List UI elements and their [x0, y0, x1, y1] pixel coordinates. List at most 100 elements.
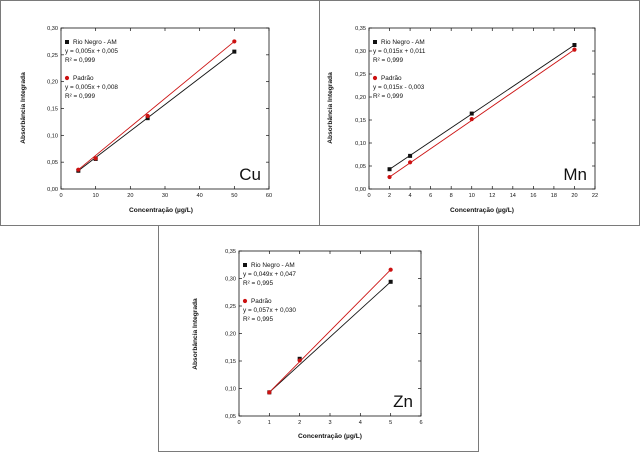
legend-series-name: Padrão	[73, 75, 94, 82]
legend-r2: R² = 0,999	[65, 57, 95, 64]
data-point-square	[387, 167, 392, 172]
legend-series-name: Rio Negro - AM	[381, 39, 425, 46]
x-tick-label: 60	[266, 193, 272, 199]
data-point-circle	[387, 174, 392, 180]
legend-equation: y = 0,057x + 0,030	[243, 307, 296, 314]
fit-line	[78, 41, 235, 171]
x-tick-label: 4	[359, 420, 362, 426]
x-tick-label: 20	[127, 193, 133, 199]
chart-panel-mn: 0 2 4 6 8 10 12 14 16 18 20 22 0,00 0,05 0,10 0,15 0,20 0…	[319, 0, 640, 226]
y-tick-label: 0,10	[225, 387, 236, 393]
x-tick-label: 5	[389, 420, 392, 426]
fit-line	[269, 269, 391, 393]
fit-line	[269, 281, 391, 393]
y-axis-title: Absorbância Integrada	[20, 72, 27, 144]
data-point-circle	[76, 167, 81, 172]
data-point-square	[572, 43, 577, 48]
fit-line	[389, 44, 575, 170]
y-tick-label: 0,25	[355, 72, 366, 78]
x-tick-label: 1	[268, 420, 271, 426]
legend-equation: y = 0,015x + 0,011	[373, 48, 426, 55]
y-tick-label: 0,05	[355, 164, 366, 170]
x-tick-label: 8	[450, 193, 453, 199]
x-tick-label: 40	[197, 193, 203, 199]
data-point-circle	[232, 39, 237, 44]
y-tick-label: 0,15	[225, 359, 236, 365]
legend-equation: y = 0,049x + 0,047	[243, 271, 296, 278]
x-tick-label: 4	[409, 193, 412, 199]
legend-series-name: Rio Negro - AM	[73, 39, 117, 46]
y-tick-label: 0,35	[355, 26, 366, 32]
y-tick-label: 0,30	[47, 26, 58, 32]
data-point-square	[469, 111, 474, 116]
chart-panel-cu: 0 10 20 30 40 50 60 0,00 0,05 0,10 0,15 0,20 0,25 0,3…	[0, 0, 320, 226]
y-tick-label: 0,35	[225, 249, 236, 255]
x-tick-label: 10	[469, 193, 475, 199]
legend-square-marker	[243, 263, 247, 267]
data-point-square	[145, 116, 150, 121]
legend-equation: y = 0,005x + 0,005	[65, 48, 118, 55]
legend-square-marker	[373, 40, 377, 44]
chart-panel-zn: 0 1 2 3 4 5 6 0,05 0,10 0,15 0,20 0,25 0,30 0,35 Conce…	[158, 225, 479, 452]
legend-r2: R² = 0,995	[243, 280, 273, 287]
x-tick-label: 2	[388, 193, 391, 199]
x-tick-label: 30	[162, 193, 168, 199]
legend-circle-marker	[242, 298, 248, 304]
data-point-circle	[297, 358, 302, 363]
chart-mn: 0 2 4 6 8 10 12 14 16 18 20 22 0,00 0,05 0,10 0,15 0,20 0…	[327, 26, 598, 214]
legend-r2: R² = 0,999	[65, 93, 95, 100]
y-tick-label: 0,15	[47, 107, 58, 113]
legend-series-name: Padrão	[251, 298, 272, 305]
y-tick-label: 0,15	[355, 118, 366, 124]
legend-r2: R² = 0,999	[373, 93, 403, 100]
plot-frame	[368, 27, 596, 190]
data-point-circle	[407, 160, 413, 165]
y-tick-label: 0,10	[355, 141, 366, 147]
data-point-circle	[572, 47, 577, 52]
legend-r2: R² = 0,995	[243, 316, 273, 323]
x-tick-label: 0	[367, 193, 370, 199]
legend-square-marker	[65, 40, 69, 44]
y-tick-label: 0,25	[47, 53, 58, 59]
element-label: Cu	[239, 165, 261, 184]
y-tick-label: 0,20	[225, 332, 236, 338]
x-tick-label: 2	[298, 420, 301, 426]
y-tick-label: 0,10	[47, 133, 58, 139]
x-axis-title: Concentração (µg/L)	[298, 433, 362, 440]
x-tick-label: 3	[328, 420, 331, 426]
legend-circle-marker	[64, 75, 70, 81]
x-tick-label: 6	[429, 193, 432, 199]
y-tick-label: 0,05	[225, 414, 236, 420]
data-point-circle	[93, 156, 98, 161]
y-axis-title: Absorbância Integrada	[327, 72, 334, 144]
fit-line	[78, 51, 235, 172]
x-tick-label: 20	[571, 193, 577, 199]
data-point-circle	[388, 267, 393, 272]
y-tick-label: 0,30	[225, 277, 236, 283]
x-axis-title: Concentração (µg/L)	[450, 207, 514, 214]
legend-equation: y = 0,005x + 0,008	[65, 84, 118, 91]
chart-cu: 0 10 20 30 40 50 60 0,00 0,05 0,10 0,15 0,20 0,25 0,3…	[20, 26, 272, 214]
x-axis-title: Concentração (µg/L)	[129, 207, 193, 214]
legend-series-name: Padrão	[381, 75, 402, 82]
element-label: Mn	[563, 165, 587, 184]
legend-r2: R² = 0,999	[373, 57, 403, 64]
x-tick-label: 14	[510, 193, 516, 199]
y-tick-label: 0,20	[355, 95, 366, 101]
y-tick-label: 0,25	[225, 304, 236, 310]
x-tick-label: 50	[231, 193, 237, 199]
y-tick-label: 0,00	[47, 187, 58, 193]
data-point-square	[408, 153, 413, 158]
data-point-circle	[145, 113, 150, 119]
x-tick-label: 6	[419, 420, 422, 426]
fit-line	[389, 49, 575, 178]
x-tick-label: 22	[592, 193, 598, 199]
data-point-square	[232, 49, 237, 54]
legend-circle-marker	[372, 75, 378, 81]
y-axis-title: Absorbância Integrada	[192, 298, 199, 370]
x-tick-label: 10	[93, 193, 99, 199]
x-tick-label: 12	[489, 193, 495, 199]
data-point-circle	[267, 390, 272, 395]
y-tick-label: 0,05	[47, 160, 58, 166]
x-tick-label: 18	[551, 193, 557, 199]
